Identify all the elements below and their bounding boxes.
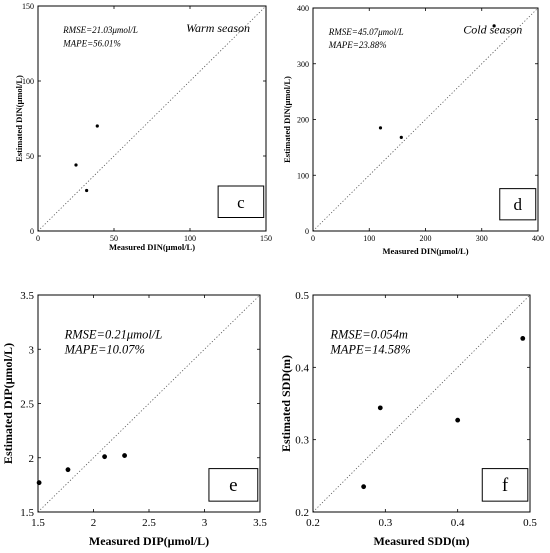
y-tick-label: 0.4	[295, 362, 309, 374]
season-title: Warm season	[186, 21, 250, 35]
panel-letter-box	[217, 185, 265, 218]
y-tick-label: 0	[305, 227, 309, 236]
panel-letter-box	[481, 468, 529, 502]
x-tick-label: 1.5	[31, 517, 45, 529]
y-tick-label: 100	[297, 171, 309, 180]
y-tick-label: 1.5	[20, 507, 34, 519]
data-point	[85, 188, 89, 193]
plot-frame	[312, 294, 531, 513]
y-tick-label: 0.5	[295, 290, 309, 302]
panel-e: 1.5 2 2.5 3 3.5 1.5 2 2.5 3 3.5 Measured DIP(μmol/…	[1, 290, 267, 548]
x-tick-label: 100	[184, 234, 196, 243]
x-tick-label: 0.5	[523, 517, 537, 529]
y-tick-label: 200	[297, 116, 309, 125]
x-tick-label: 0.2	[306, 517, 320, 529]
x-tick-label: 100	[363, 234, 375, 243]
panel-letter-box	[499, 188, 537, 221]
y-tick-label: 400	[297, 4, 309, 13]
data-point	[520, 336, 526, 341]
x-tick-label: 200	[420, 234, 432, 243]
y-tick-label: 0	[30, 227, 34, 236]
panel-c: 0 50 100 150 0 50 100 150 Measured DIN(μmol/L) Es…	[14, 2, 272, 252]
x-axis-label: Measured DIN(μmol/L)	[109, 242, 195, 252]
x-tick-label: 0	[36, 234, 40, 243]
metric-annotation: MAPE=14.58%	[329, 343, 410, 357]
x-tick-label: 0.3	[378, 517, 392, 529]
season-title: Cold season	[463, 23, 522, 37]
x-tick-label: 50	[110, 234, 118, 243]
data-point	[95, 124, 99, 128]
panel-letter: f	[502, 475, 509, 496]
data-point	[399, 135, 403, 139]
reference-line	[37, 294, 261, 513]
data-point	[377, 405, 383, 411]
y-tick-label: 0.2	[295, 507, 309, 519]
x-axis-label: Measured DIN(μmol/L)	[382, 246, 468, 256]
x-tick-label: 0.4	[451, 517, 465, 529]
y-tick-label: 2	[29, 453, 35, 465]
panel-letter: e	[229, 475, 237, 496]
metric-annotation: RMSE=45.07μmol/L	[328, 27, 404, 37]
metric-annotation: RMSE=0.21μmol/L	[64, 327, 163, 341]
metric-annotation: MAPE=10.07%	[64, 343, 145, 357]
x-tick-label: 3.5	[253, 517, 267, 529]
panel-letter: c	[237, 193, 245, 212]
y-tick-label: 50	[26, 152, 34, 161]
data-point	[492, 24, 496, 28]
panel-f: 0.2 0.3 0.4 0.5 0.2 0.3 0.4 0.5 Measured SDD(m) E…	[279, 290, 537, 548]
y-axis-label: Estimated DIN(μmol/L)	[282, 76, 292, 163]
x-tick-label: 300	[476, 234, 488, 243]
data-point	[122, 453, 127, 458]
metric-annotation: RMSE=0.054m	[329, 327, 408, 341]
x-tick-label: 2	[91, 517, 97, 529]
x-axis-label: Measured DIP(μmol/L)	[89, 534, 209, 548]
panel-d: 0 100 200 300 400 0 100 200 300 400 Measured DIN(μ…	[282, 4, 544, 256]
y-axis-label: Estimated DIP(μmol/L)	[1, 343, 15, 464]
metric-annotation: MAPE=23.88%	[328, 40, 387, 50]
x-tick-label: 400	[532, 234, 544, 243]
y-axis-label: Estimated SDD(m)	[279, 355, 293, 452]
x-tick-label: 2.5	[142, 517, 156, 529]
data-point	[455, 417, 461, 423]
y-tick-label: 3	[29, 344, 35, 356]
data-point	[74, 163, 78, 167]
data-point	[102, 454, 107, 460]
panel-letter: d	[514, 195, 523, 214]
data-point	[378, 126, 383, 130]
data-point	[36, 480, 42, 486]
y-tick-label: 0.3	[295, 435, 309, 447]
y-tick-label: 2.5	[20, 399, 34, 411]
x-tick-label: 3	[202, 517, 208, 529]
y-tick-label: 100	[22, 77, 34, 86]
data-point	[361, 484, 367, 490]
x-axis-label: Measured SDD(m)	[373, 534, 469, 548]
y-axis-label: Estimated DIN(μmol/L)	[14, 75, 24, 162]
reference-line	[37, 5, 267, 232]
panel-letter-box	[208, 468, 259, 502]
y-tick-label: 150	[22, 2, 34, 11]
y-tick-label: 300	[297, 60, 309, 69]
plot-frame	[37, 5, 267, 232]
metric-annotation: RMSE=21.03μmol/L	[62, 25, 138, 35]
data-point	[65, 467, 71, 473]
y-tick-label: 3.5	[20, 290, 34, 302]
metric-annotation: MAPE=56.01%	[62, 39, 121, 49]
x-tick-label: 0	[311, 234, 315, 243]
x-tick-label: 150	[260, 234, 272, 243]
